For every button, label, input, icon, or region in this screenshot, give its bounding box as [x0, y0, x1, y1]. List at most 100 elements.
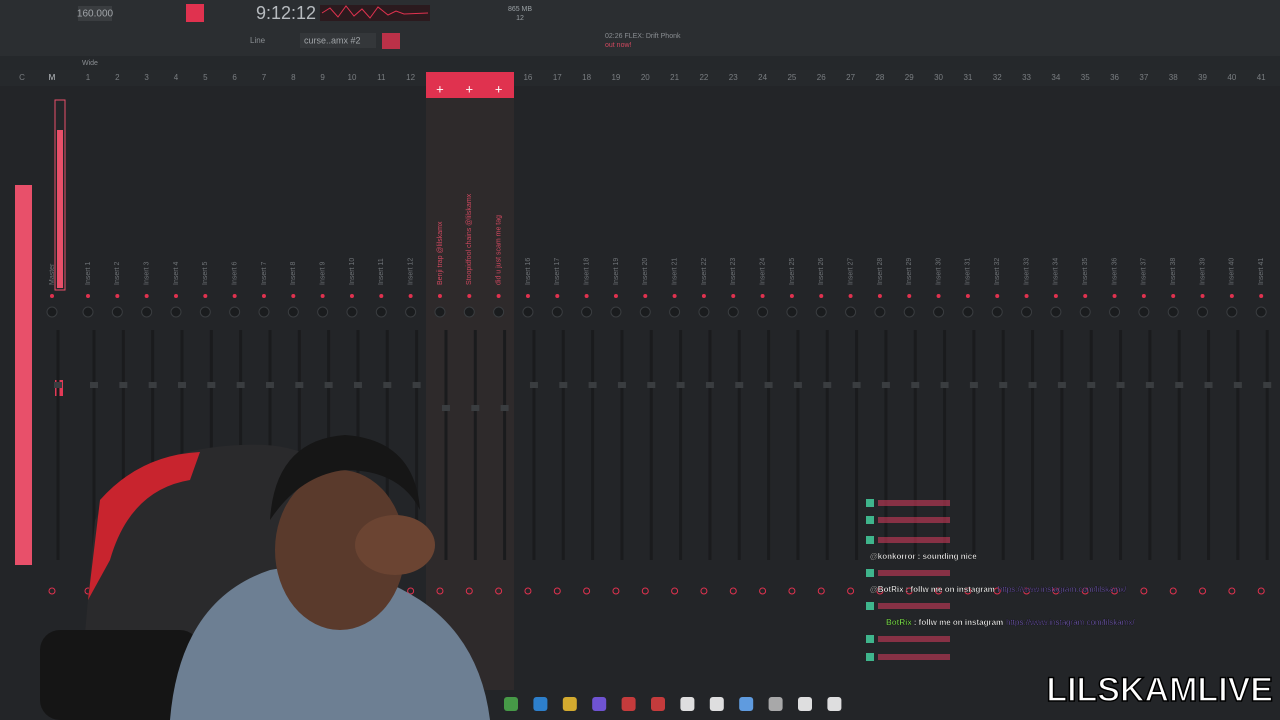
- track-name[interactable]: Insert 17: [554, 258, 561, 285]
- pan-knob[interactable]: [581, 306, 593, 318]
- fader[interactable]: [471, 405, 480, 411]
- taskbar-icon[interactable]: [798, 697, 812, 711]
- pan-knob[interactable]: [287, 306, 299, 318]
- fader[interactable]: [1263, 382, 1272, 388]
- taskbar-icon[interactable]: [739, 697, 754, 711]
- track-name[interactable]: Insert 5: [202, 262, 209, 285]
- pan-knob[interactable]: [874, 306, 886, 318]
- fader[interactable]: [823, 382, 832, 388]
- pan-knob[interactable]: [551, 306, 563, 318]
- track-name[interactable]: Insert 2: [114, 262, 121, 285]
- pan-knob[interactable]: [405, 306, 417, 318]
- fader[interactable]: [940, 382, 949, 388]
- fader[interactable]: [90, 382, 98, 388]
- taskbar-icon[interactable]: [680, 697, 695, 711]
- pan-knob[interactable]: [1255, 306, 1267, 318]
- route-dot[interactable]: [1199, 587, 1207, 595]
- pan-knob[interactable]: [933, 306, 945, 318]
- fader[interactable]: [793, 382, 802, 388]
- pan-knob[interactable]: [46, 306, 58, 318]
- fader[interactable]: [559, 382, 568, 388]
- pan-knob[interactable]: [82, 306, 94, 318]
- fader[interactable]: [969, 382, 978, 388]
- pan-knob[interactable]: [1050, 306, 1062, 318]
- track-name[interactable]: Insert 32: [994, 258, 1001, 285]
- taskbar-icon[interactable]: [592, 697, 607, 711]
- route-dot[interactable]: [876, 587, 884, 595]
- chat-user[interactable]: BotRix: [886, 618, 913, 627]
- route-dot[interactable]: [1228, 587, 1236, 595]
- fader[interactable]: [588, 382, 597, 388]
- fader[interactable]: [617, 382, 626, 388]
- pan-knob[interactable]: [757, 306, 769, 318]
- pan-knob[interactable]: [1138, 306, 1150, 318]
- track-name[interactable]: Insert 35: [1082, 258, 1089, 285]
- route-dot[interactable]: [905, 587, 913, 595]
- taskbar-icon[interactable]: [651, 697, 665, 711]
- fader[interactable]: [295, 382, 304, 388]
- pan-knob[interactable]: [346, 306, 358, 318]
- track-name[interactable]: Insert 37: [1141, 258, 1148, 285]
- taskbar-icon[interactable]: [533, 697, 548, 711]
- track-name[interactable]: Insert 11: [378, 258, 385, 285]
- fader[interactable]: [881, 382, 890, 388]
- pan-knob[interactable]: [610, 306, 622, 318]
- fader[interactable]: [207, 382, 216, 388]
- route-dot[interactable]: [759, 587, 767, 595]
- fader[interactable]: [764, 382, 773, 388]
- pan-knob[interactable]: [1021, 306, 1033, 318]
- route-dot[interactable]: [1111, 587, 1119, 595]
- track-name[interactable]: Insert 1: [85, 262, 92, 285]
- track-name[interactable]: Insert 40: [1229, 258, 1236, 285]
- pan-knob[interactable]: [1167, 306, 1179, 318]
- chat-user[interactable]: @konkorror: [870, 552, 916, 561]
- route-dot[interactable]: [729, 587, 737, 595]
- taskbar-icon[interactable]: [827, 697, 842, 711]
- fader[interactable]: [1204, 382, 1213, 388]
- route-dot[interactable]: [993, 587, 1001, 595]
- track-name[interactable]: Insert 7: [261, 262, 268, 285]
- pan-knob[interactable]: [229, 306, 241, 318]
- fader[interactable]: [353, 382, 362, 388]
- fader[interactable]: [1145, 382, 1154, 388]
- route-dot[interactable]: [788, 587, 796, 595]
- fader[interactable]: [735, 382, 744, 388]
- route-dot[interactable]: [671, 587, 679, 595]
- track-name[interactable]: Insert 38: [1170, 258, 1177, 285]
- track-name[interactable]: did u just scam me tag: [495, 215, 502, 285]
- pan-knob[interactable]: [1109, 306, 1121, 318]
- fader[interactable]: [1175, 382, 1184, 388]
- track-name[interactable]: Master: [49, 263, 56, 285]
- track-name[interactable]: Insert 21: [671, 258, 678, 285]
- mixer-button[interactable]: [382, 33, 400, 49]
- route-dot[interactable]: [700, 587, 708, 595]
- pan-knob[interactable]: [845, 306, 857, 318]
- pan-knob[interactable]: [375, 306, 387, 318]
- route-dot[interactable]: [641, 587, 649, 595]
- chat-user[interactable]: @BotRix: [870, 585, 904, 594]
- pan-knob[interactable]: [903, 306, 915, 318]
- pan-knob[interactable]: [991, 306, 1003, 318]
- track-name[interactable]: Insert 23: [730, 258, 737, 285]
- track-name[interactable]: Insert 4: [173, 262, 180, 285]
- fader[interactable]: [1028, 382, 1037, 388]
- fader[interactable]: [1087, 382, 1096, 388]
- tempo[interactable]: 160.000: [77, 9, 114, 20]
- taskbar-icon[interactable]: [709, 697, 724, 711]
- track-name[interactable]: Insert 9: [319, 262, 326, 285]
- view-mode[interactable]: Wide: [82, 60, 98, 67]
- pan-knob[interactable]: [727, 306, 739, 318]
- fader[interactable]: [705, 382, 714, 388]
- pan-knob[interactable]: [317, 306, 329, 318]
- track-name[interactable]: Insert 30: [935, 258, 942, 285]
- route-dot[interactable]: [935, 587, 943, 595]
- fader[interactable]: [265, 382, 274, 388]
- track-name[interactable]: Insert 3: [144, 262, 151, 285]
- pan-knob[interactable]: [199, 306, 211, 318]
- taskbar-icon[interactable]: [621, 697, 636, 711]
- route-dot[interactable]: [553, 587, 561, 595]
- track-name[interactable]: Insert 29: [906, 258, 913, 285]
- fader[interactable]: [119, 382, 128, 388]
- track-name[interactable]: Insert 26: [818, 258, 825, 285]
- fader[interactable]: [1116, 382, 1125, 388]
